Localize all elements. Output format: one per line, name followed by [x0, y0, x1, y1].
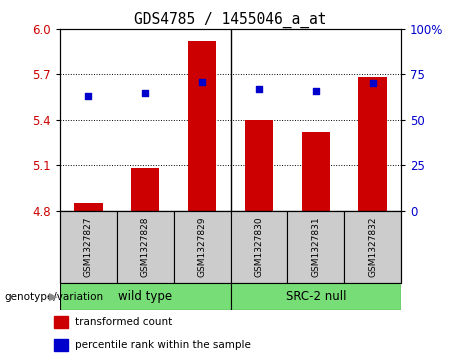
Text: GSM1327830: GSM1327830 [254, 216, 263, 277]
Text: transformed count: transformed count [76, 317, 173, 327]
Point [369, 81, 376, 86]
Point [142, 90, 149, 95]
Text: GSM1327828: GSM1327828 [141, 217, 150, 277]
Text: percentile rank within the sample: percentile rank within the sample [76, 340, 251, 350]
Text: GSM1327827: GSM1327827 [84, 217, 93, 277]
Bar [358, 77, 387, 211]
Point [198, 79, 206, 85]
Bar [301, 132, 330, 211]
Text: ▶: ▶ [49, 292, 58, 302]
Bar [74, 203, 102, 211]
Bar [230, 211, 287, 283]
Bar [245, 120, 273, 211]
Text: genotype/variation: genotype/variation [5, 292, 104, 302]
Text: GSM1327832: GSM1327832 [368, 217, 377, 277]
Bar [54, 316, 68, 329]
Point [85, 93, 92, 99]
Text: GSM1327831: GSM1327831 [311, 216, 320, 277]
Title: GDS4785 / 1455046_a_at: GDS4785 / 1455046_a_at [134, 12, 327, 28]
Bar [117, 211, 174, 283]
Point [312, 88, 319, 94]
Bar [188, 41, 216, 211]
Bar [54, 339, 68, 351]
Text: SRC-2 null: SRC-2 null [285, 290, 346, 303]
Bar [344, 211, 401, 283]
Text: wild type: wild type [118, 290, 172, 303]
Bar [131, 168, 160, 211]
Text: GSM1327829: GSM1327829 [198, 217, 207, 277]
Bar [60, 211, 117, 283]
Point [255, 86, 263, 92]
Bar [60, 283, 230, 310]
Bar [230, 283, 401, 310]
Bar [287, 211, 344, 283]
Bar [174, 211, 230, 283]
